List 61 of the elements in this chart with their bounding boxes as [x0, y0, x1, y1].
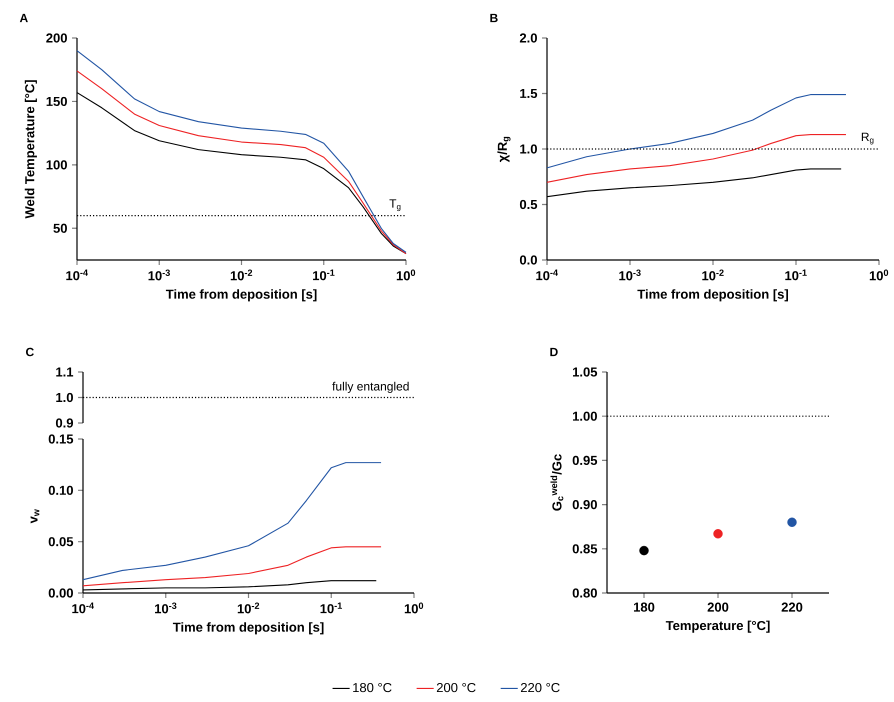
legend-label: 220 °C — [520, 682, 560, 692]
y-tick-label: 0.00 — [48, 588, 73, 598]
legend-label: 200 °C — [436, 682, 476, 692]
y-tick-label: 100 — [46, 160, 67, 170]
y-tick-label: 50 — [53, 224, 67, 233]
y-tick-label: 0.9 — [56, 418, 74, 428]
y-tick-label: 1.0 — [520, 144, 537, 154]
x-tick-label: 10$^{-2}$ — [230, 270, 252, 280]
x-tick-label: 10$^{-2}$ — [238, 602, 260, 614]
y-tick-label: 1.1 — [56, 368, 74, 376]
y-tick-label: 0.5 — [520, 200, 538, 210]
chart-title: A — [20, 14, 28, 22]
y-tick-label: 0.05 — [48, 537, 74, 546]
x-tick-label: 220 — [782, 602, 802, 612]
x-tick-label: 10$^{-3}$ — [619, 270, 641, 280]
x-tick-label: 180 — [634, 602, 654, 612]
x-axis-title: Time from deposition [s] — [166, 289, 316, 302]
y-axis-title: χ/R$_{g}$ — [497, 136, 511, 162]
chart-title: C — [26, 348, 34, 356]
x-tick-label: 10$^{0}$ — [870, 270, 888, 280]
x-tick-label: 10$^{-4}$ — [72, 602, 94, 614]
point — [639, 546, 649, 556]
x-tick-label: 10$^{-3}$ — [155, 602, 176, 614]
y-tick-label: 1.00 — [572, 412, 597, 421]
x-tick-label: 10$^{-2}$ — [702, 270, 724, 280]
point — [713, 529, 723, 538]
y-tick-label: 0.10 — [48, 486, 73, 495]
x-tick-label: 10$^{-1}$ — [320, 602, 342, 614]
y-tick-label: 0.0 — [520, 255, 537, 265]
y-tick-label: 1.5 — [520, 88, 538, 98]
y-tick-label: 1.0 — [56, 392, 73, 402]
legend-label: 180 °C — [353, 682, 392, 692]
y-tick-label: 0.90 — [572, 500, 597, 510]
y-axis-title: G$_{c}$$^{weld}$/Gc — [550, 454, 564, 511]
y-tick-label: 0.95 — [572, 456, 598, 465]
point — [787, 518, 797, 527]
x-tick-label: 10$^{0}$ — [404, 602, 424, 614]
ref-line-label: R$_{g}$ — [862, 132, 874, 144]
x-axis-title: Temperature [°C] — [666, 620, 770, 633]
x-tick-label: 10$^{0}$ — [396, 270, 416, 280]
x-tick-label: 10$^{-4}$ — [536, 270, 558, 280]
y-tick-label: 0.80 — [572, 588, 597, 598]
x-tick-label: 10$^{-3}$ — [148, 270, 170, 280]
x-tick-label: 10$^{-1}$ — [313, 270, 335, 280]
y-tick-label: 2.0 — [520, 33, 537, 43]
x-tick-label: 10$^{-4}$ — [66, 270, 88, 280]
y-tick-label: 0.85 — [572, 544, 598, 554]
y-axis-title: v$_{w}$ — [30, 509, 40, 524]
chart-title: D — [550, 348, 558, 356]
y-tick-label: 150 — [46, 96, 67, 106]
y-axis-title: Weld Temperature [°C] — [24, 80, 37, 219]
y-tick-label: 1.05 — [572, 367, 598, 377]
ref-line-label: fully entangled — [332, 382, 409, 393]
y-tick-label: 200 — [46, 33, 67, 43]
x-tick-label: 10$^{-1}$ — [785, 270, 807, 280]
y-tick-label: 0.15 — [48, 434, 74, 444]
ref-line-label: T$_{g}$ — [389, 199, 400, 212]
x-axis-title: Time from deposition [s] — [637, 289, 788, 302]
x-tick-label: 200 — [708, 602, 728, 612]
x-axis-title: Time from deposition [s] — [172, 622, 324, 634]
chart-title: B — [490, 14, 498, 22]
